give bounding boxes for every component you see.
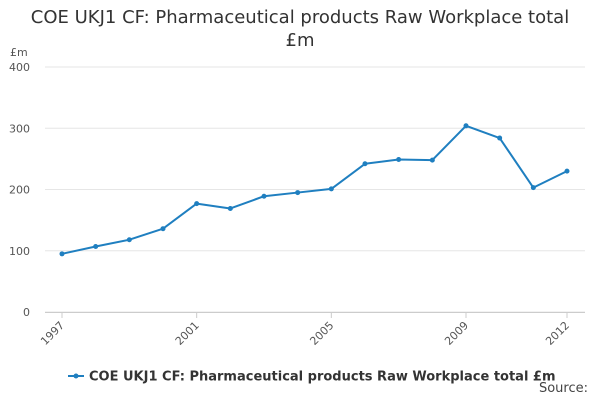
data-point[interactable] <box>497 135 503 141</box>
data-point[interactable] <box>396 156 402 162</box>
x-tick-label: 2001 <box>173 319 202 348</box>
legend-label: COE UKJ1 CF: Pharmaceutical products Raw… <box>89 370 556 385</box>
y-tick-label: 0 <box>23 306 30 319</box>
x-tick-label: 1997 <box>38 319 67 348</box>
legend[interactable]: COE UKJ1 CF: Pharmaceutical products Raw… <box>68 370 556 385</box>
chart-title-line-2: £m <box>285 30 315 51</box>
legend-marker <box>73 373 79 379</box>
data-point[interactable] <box>463 123 469 129</box>
data-point[interactable] <box>328 186 334 192</box>
data-point[interactable] <box>564 168 570 174</box>
data-point[interactable] <box>295 190 301 196</box>
data-point[interactable] <box>194 201 200 207</box>
x-tick-label: 2005 <box>307 319 336 348</box>
chart-title: COE UKJ1 CF: Pharmaceutical products Raw… <box>0 6 600 52</box>
data-point[interactable] <box>93 243 99 249</box>
data-point[interactable] <box>126 237 132 243</box>
gridlines <box>45 66 585 313</box>
y-tick-label: 100 <box>9 245 30 258</box>
x-tick-label: 2012 <box>543 319 572 348</box>
data-point[interactable] <box>530 185 536 191</box>
y-axis-label: £m <box>10 46 28 59</box>
data-point[interactable] <box>362 161 368 167</box>
chart-title-line-1: COE UKJ1 CF: Pharmaceutical products Raw… <box>30 7 570 28</box>
y-axis-tick-labels: 0 100 200 300 400 <box>9 61 30 319</box>
y-tick-label: 200 <box>9 184 30 197</box>
data-point[interactable] <box>227 205 233 211</box>
data-point[interactable] <box>429 157 435 163</box>
y-tick-label: 400 <box>9 61 30 74</box>
source-label: Source: <box>538 381 588 396</box>
data-point[interactable] <box>160 226 166 232</box>
data-point[interactable] <box>261 193 267 199</box>
y-tick-label: 300 <box>9 122 30 135</box>
data-point[interactable] <box>59 251 65 257</box>
x-axis: 1997 2001 2005 2009 2012 <box>38 312 585 348</box>
x-tick-label: 2009 <box>442 319 471 348</box>
series-group <box>59 123 570 257</box>
series-line <box>61 124 568 255</box>
